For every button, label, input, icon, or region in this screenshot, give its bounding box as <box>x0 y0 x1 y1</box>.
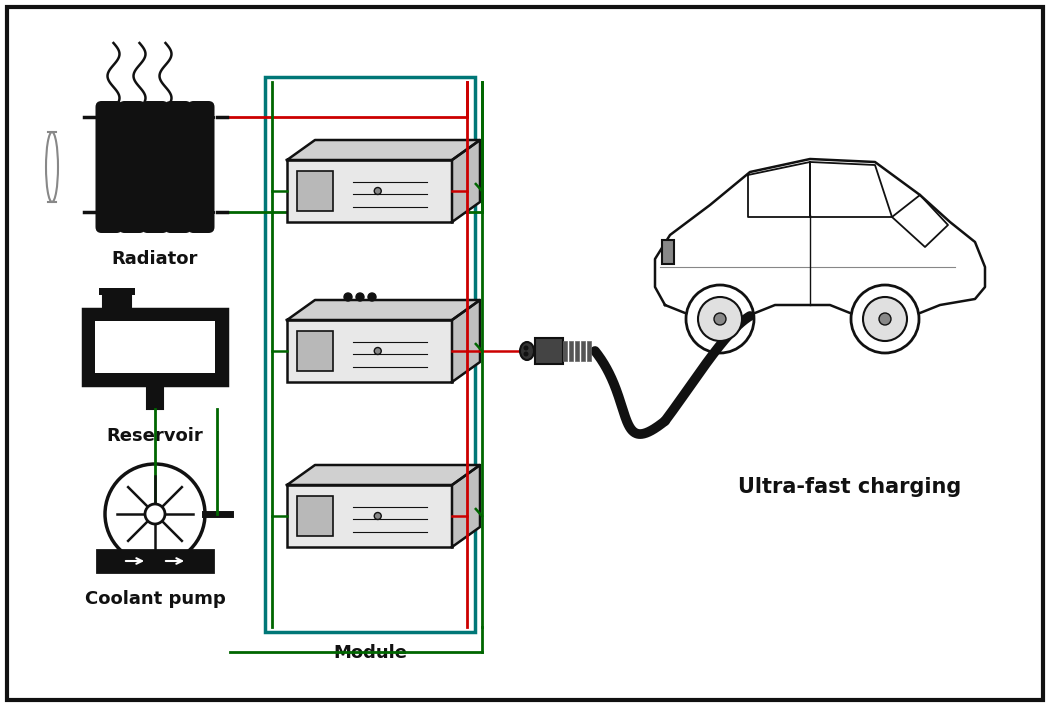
Bar <box>569 341 573 361</box>
Bar <box>265 77 475 632</box>
Bar <box>581 341 585 361</box>
Polygon shape <box>287 140 480 160</box>
Circle shape <box>105 464 205 564</box>
Bar <box>103 291 131 309</box>
Bar <box>297 171 333 211</box>
Polygon shape <box>452 465 480 547</box>
Bar <box>575 341 579 361</box>
Circle shape <box>879 313 891 325</box>
Circle shape <box>686 285 754 353</box>
Bar <box>94 321 215 373</box>
Bar <box>97 550 213 572</box>
Circle shape <box>524 346 528 350</box>
Bar <box>287 160 452 222</box>
Text: Module: Module <box>333 644 407 662</box>
FancyBboxPatch shape <box>188 101 214 233</box>
Polygon shape <box>287 300 480 320</box>
Bar <box>587 341 591 361</box>
Circle shape <box>863 297 907 341</box>
Bar <box>297 331 333 371</box>
Circle shape <box>374 513 381 520</box>
Circle shape <box>145 504 165 524</box>
Circle shape <box>368 293 376 301</box>
Text: Reservoir: Reservoir <box>107 427 204 445</box>
FancyBboxPatch shape <box>96 101 123 233</box>
Circle shape <box>698 297 742 341</box>
Circle shape <box>344 293 352 301</box>
Bar <box>536 338 563 364</box>
FancyBboxPatch shape <box>165 101 191 233</box>
FancyBboxPatch shape <box>142 101 168 233</box>
Circle shape <box>356 293 364 301</box>
Circle shape <box>374 187 381 194</box>
Circle shape <box>374 348 381 354</box>
Bar <box>287 485 452 547</box>
Text: Coolant pump: Coolant pump <box>85 590 226 608</box>
Circle shape <box>714 313 726 325</box>
Bar <box>287 320 452 382</box>
Bar <box>297 496 333 536</box>
Text: Radiator: Radiator <box>111 250 198 268</box>
Bar <box>147 385 163 409</box>
Bar <box>99 288 135 295</box>
Bar <box>563 341 567 361</box>
Circle shape <box>524 352 528 356</box>
Text: Ultra-fast charging: Ultra-fast charging <box>738 477 962 497</box>
Polygon shape <box>452 300 480 382</box>
Polygon shape <box>452 140 480 222</box>
Bar <box>83 309 227 385</box>
Ellipse shape <box>520 342 534 360</box>
Polygon shape <box>287 465 480 485</box>
FancyBboxPatch shape <box>119 101 146 233</box>
Bar <box>662 240 674 264</box>
Circle shape <box>850 285 919 353</box>
Ellipse shape <box>46 132 58 202</box>
